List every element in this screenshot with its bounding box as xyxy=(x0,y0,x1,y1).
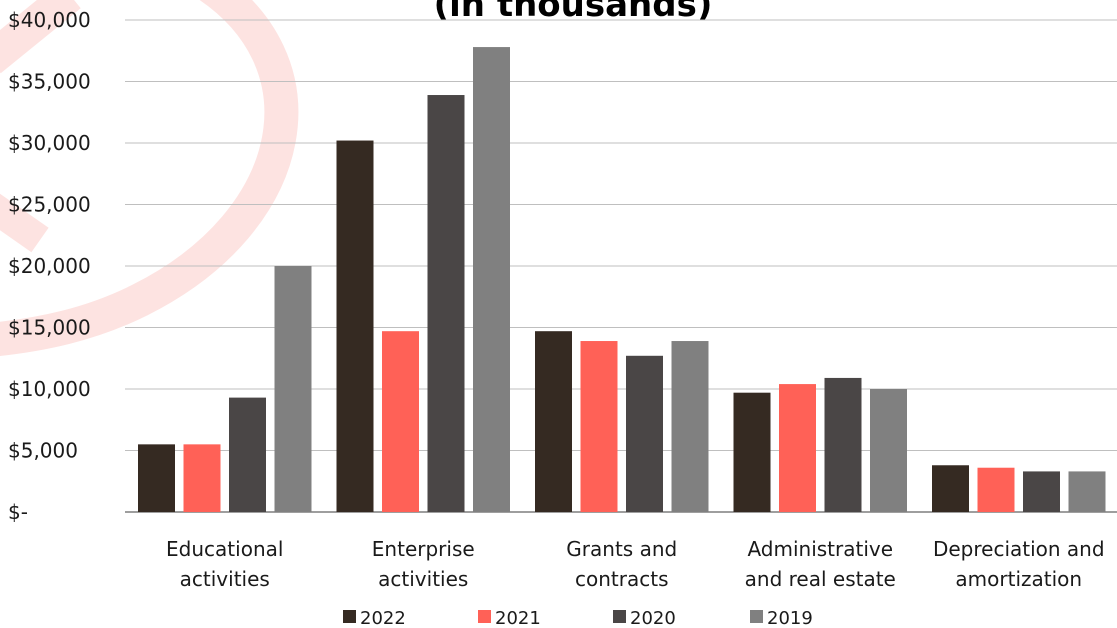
legend-swatch xyxy=(613,610,626,623)
bar-2021 xyxy=(382,331,419,512)
y-tick-label: $25,000 xyxy=(8,193,91,217)
y-tick-label: $40,000 xyxy=(8,8,91,32)
bar-2020 xyxy=(1023,471,1060,512)
y-tick-label: $10,000 xyxy=(8,377,91,401)
bar-2021 xyxy=(977,467,1015,512)
x-category-label: Administrative and real estate xyxy=(745,537,896,591)
legend: 2022 2021 2020 2019 xyxy=(343,608,813,628)
legend-label: 2022 xyxy=(360,608,406,628)
y-tick-label: $15,000 xyxy=(8,316,91,340)
x-category-label: Grants and contracts xyxy=(566,537,677,591)
bar-2021 xyxy=(183,444,221,512)
watermark-logo xyxy=(0,0,299,357)
x-axis-labels: Educational activities Enterprise activitie… xyxy=(166,537,1104,591)
y-axis-ticks: $- $5,000 $10,000 $15,000 $20,000 $25,000 $30,… xyxy=(8,8,91,524)
x-category-label: Educational activities xyxy=(166,537,283,591)
bar-2019 xyxy=(473,47,510,513)
legend-swatch xyxy=(478,610,491,623)
bar-2022 xyxy=(336,140,374,513)
bar-2019 xyxy=(274,266,312,512)
bar-2019 xyxy=(671,341,709,512)
bar-2019 xyxy=(1068,471,1106,512)
chart-title: (in thousands) xyxy=(434,0,713,25)
y-tick-label: $35,000 xyxy=(8,70,91,94)
x-category-label: Enterprise activities xyxy=(372,537,475,591)
bar-2022 xyxy=(733,392,771,512)
y-tick-label: $- xyxy=(8,500,28,524)
x-category-label: Depreciation and amortization xyxy=(933,537,1105,591)
y-tick-label: $5,000 xyxy=(8,439,78,463)
legend-swatch xyxy=(750,610,763,623)
y-tick-label: $30,000 xyxy=(8,131,91,155)
watermark-arc xyxy=(0,0,81,74)
bar-2020 xyxy=(427,95,465,512)
watermark-arc xyxy=(0,0,299,357)
y-tick-label: $20,000 xyxy=(8,254,91,278)
bar-2019 xyxy=(870,389,907,512)
watermark-arc xyxy=(0,193,49,253)
bar-2022 xyxy=(138,444,175,512)
bars xyxy=(138,47,1106,513)
bar-2022 xyxy=(535,331,572,512)
bar-2020 xyxy=(824,377,862,512)
legend-label: 2019 xyxy=(767,608,813,628)
legend-label: 2021 xyxy=(495,608,541,628)
bar-2020 xyxy=(229,397,266,512)
bar-2020 xyxy=(626,355,663,512)
bar-2021 xyxy=(779,384,816,512)
bar-2021 xyxy=(580,341,618,512)
bar-2022 xyxy=(932,465,969,512)
legend-swatch xyxy=(343,610,356,623)
legend-label: 2020 xyxy=(630,608,676,628)
